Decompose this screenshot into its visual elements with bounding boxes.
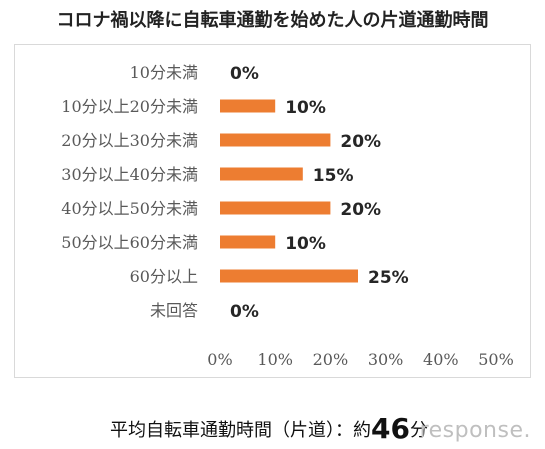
x-tick-label: 10% <box>257 350 293 369</box>
bar <box>220 167 303 181</box>
category-label: 60分以上 <box>130 267 198 286</box>
category-label: 20分以上30分未満 <box>61 131 198 150</box>
bar <box>220 201 331 215</box>
category-label: 30分以上40分未満 <box>61 165 198 184</box>
average-unit: 分 <box>409 420 428 441</box>
data-label: 10% <box>285 234 326 254</box>
average-label: 平均自転車通勤時間（片道）：約 <box>110 420 371 441</box>
chart-frame <box>14 44 531 378</box>
data-label: 0% <box>230 64 259 84</box>
category-label: 40分以上50分未満 <box>61 199 198 218</box>
category-label: 10分以上20分未満 <box>61 97 198 116</box>
category-label: 50分以上60分未満 <box>61 233 198 252</box>
x-tick-label: 20% <box>313 350 349 369</box>
data-label: 20% <box>340 132 381 152</box>
bar <box>220 269 358 283</box>
watermark-logo: response. <box>419 418 531 443</box>
x-tick-label: 50% <box>478 350 514 369</box>
x-tick-label: 30% <box>368 350 404 369</box>
data-label: 0% <box>230 302 259 322</box>
data-label: 15% <box>313 166 354 186</box>
x-tick-label: 0% <box>207 350 232 369</box>
x-tick-label: 40% <box>423 350 459 369</box>
chart-title: コロナ禍以降に自転車通勤を始めた人の片道通勤時間 <box>56 10 489 31</box>
bar <box>220 133 331 147</box>
data-label: 20% <box>340 200 381 220</box>
average-value: 46 <box>371 412 410 445</box>
data-label: 10% <box>285 98 326 118</box>
data-label: 25% <box>368 268 409 288</box>
bar <box>220 99 276 113</box>
average-commute-time: 平均自転車通勤時間（片道）：約46分 <box>110 412 428 445</box>
bar <box>220 235 276 249</box>
category-label: 10分未満 <box>130 63 198 82</box>
category-label: 未回答 <box>150 301 198 320</box>
